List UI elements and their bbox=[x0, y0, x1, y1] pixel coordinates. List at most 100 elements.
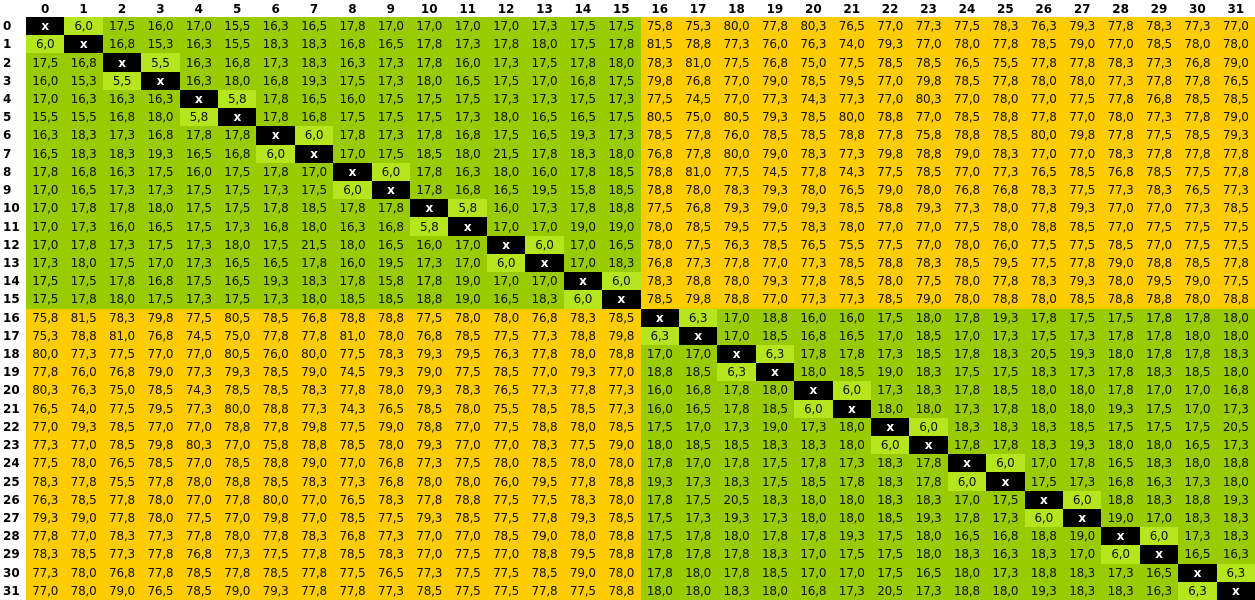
heatmap-cell: 76,8 bbox=[678, 71, 718, 90]
heatmap-cell: 16,8 bbox=[448, 180, 487, 200]
heatmap-cell: 76,8 bbox=[333, 527, 372, 546]
heatmap-cell: 78,0 bbox=[947, 235, 987, 254]
row-label: 12 bbox=[0, 235, 26, 254]
heatmap-cell: 16,5 bbox=[1101, 454, 1140, 473]
heatmap-cell: 77,8 bbox=[256, 527, 295, 546]
heatmap-cell: 18,0 bbox=[832, 490, 871, 509]
heatmap-cell: 18,0 bbox=[448, 144, 487, 163]
heatmap-cell: 79,0 bbox=[141, 363, 180, 382]
heatmap-cell: 78,8 bbox=[947, 126, 987, 145]
heatmap-cell: 78,3 bbox=[1101, 144, 1140, 163]
heatmap-cell: 20,5 bbox=[1216, 417, 1255, 437]
heatmap-cell: 77,0 bbox=[870, 217, 910, 236]
heatmap-cell: 77,3 bbox=[1178, 17, 1217, 36]
heatmap-cell: 17,8 bbox=[256, 89, 295, 109]
heatmap-cell: 77,3 bbox=[832, 290, 871, 309]
heatmap-cell: 78,8 bbox=[1101, 290, 1140, 309]
heatmap-cell: 77,0 bbox=[26, 581, 65, 600]
heatmap-cell: 16,0 bbox=[333, 89, 372, 109]
heatmap-cell: 18,0 bbox=[909, 399, 948, 418]
heatmap-cell: 78,0 bbox=[870, 272, 910, 291]
heatmap-cell: 17,8 bbox=[563, 199, 603, 218]
heatmap-cell: 77,5 bbox=[410, 308, 449, 327]
heatmap-cell: 6,0 bbox=[870, 436, 910, 455]
heatmap-cell: 77,8 bbox=[794, 162, 833, 181]
heatmap-cell: 18,8 bbox=[640, 363, 679, 382]
heatmap-cell: 78,5 bbox=[218, 381, 257, 400]
heatmap-cell: 19,3 bbox=[1024, 581, 1063, 600]
heatmap-cell: 17,3 bbox=[602, 89, 641, 109]
heatmap-cell: 17,3 bbox=[102, 180, 142, 200]
heatmap-cell: 17,5 bbox=[371, 108, 411, 127]
heatmap-cell: 18,3 bbox=[755, 545, 795, 564]
heatmap-cell: 17,3 bbox=[486, 89, 526, 109]
heatmap-cell: 78,3 bbox=[563, 308, 603, 327]
diagonal-cell: x bbox=[755, 363, 795, 382]
heatmap-cell: 17,3 bbox=[102, 126, 142, 145]
heatmap-cell: 17,0 bbox=[525, 217, 564, 236]
heatmap-cell: 77,8 bbox=[1024, 108, 1063, 127]
column-label: 12 bbox=[486, 0, 526, 17]
heatmap-cell: 18,0 bbox=[1178, 326, 1217, 345]
heatmap-cell: 78,5 bbox=[602, 508, 641, 528]
heatmap-cell: 78,0 bbox=[678, 180, 718, 200]
heatmap-cell: 16,3 bbox=[1139, 472, 1179, 491]
heatmap-cell: 78,5 bbox=[486, 363, 526, 382]
heatmap-cell: 76,0 bbox=[256, 344, 295, 364]
heatmap-cell: 74,3 bbox=[333, 399, 372, 418]
heatmap-cell: 77,5 bbox=[1178, 235, 1217, 254]
heatmap-cell: 77,3 bbox=[1178, 199, 1217, 218]
heatmap-cell: 18,3 bbox=[1178, 508, 1217, 528]
heatmap-cell: 17,3 bbox=[525, 199, 564, 218]
heatmap-cell: 77,3 bbox=[410, 454, 449, 473]
heatmap-cell: 18,5 bbox=[832, 363, 871, 382]
heatmap-cell: 18,3 bbox=[986, 344, 1025, 364]
heatmap-cell: 76,5 bbox=[371, 399, 411, 418]
heatmap-cell: 79,5 bbox=[448, 344, 487, 364]
heatmap-cell: 16,3 bbox=[333, 217, 372, 236]
heatmap-cell: 77,8 bbox=[563, 472, 603, 491]
heatmap-cell: 81,5 bbox=[64, 308, 103, 327]
heatmap-cell: 79,0 bbox=[1216, 108, 1255, 127]
heatmap-cell: 16,5 bbox=[141, 217, 180, 236]
heatmap-cell: 19,3 bbox=[640, 472, 679, 491]
row-label: 1 bbox=[0, 35, 26, 54]
heatmap-cell: 78,5 bbox=[102, 417, 142, 437]
heatmap-cell: 17,5 bbox=[294, 180, 334, 200]
heatmap-cell: 16,8 bbox=[1216, 381, 1255, 400]
heatmap-cell: 77,0 bbox=[717, 89, 756, 109]
heatmap-cell: 78,5 bbox=[1178, 89, 1217, 109]
heatmap-cell: 17,0 bbox=[678, 344, 718, 364]
heatmap-cell: 77,5 bbox=[333, 344, 372, 364]
heatmap-cell: 16,8 bbox=[141, 126, 180, 145]
heatmap-cell: 16,8 bbox=[64, 53, 103, 72]
heatmap-cell: 78,0 bbox=[218, 527, 257, 546]
column-label: 7 bbox=[294, 0, 334, 17]
heatmap-cell: 16,5 bbox=[602, 235, 641, 254]
heatmap-cell: 17,3 bbox=[678, 472, 718, 491]
column-label: 25 bbox=[986, 0, 1025, 17]
heatmap-cell: 79,0 bbox=[1178, 272, 1217, 291]
heatmap-cell: 79,8 bbox=[141, 436, 180, 455]
row-label: 28 bbox=[0, 527, 26, 546]
heatmap-cell: 78,5 bbox=[986, 126, 1025, 145]
heatmap-cell: 77,5 bbox=[1139, 126, 1179, 145]
heatmap-cell: 18,3 bbox=[717, 472, 756, 491]
heatmap-cell: 77,8 bbox=[563, 381, 603, 400]
heatmap-cell: 78,0 bbox=[717, 272, 756, 291]
heatmap-cell: 17,3 bbox=[986, 508, 1025, 528]
diagonal-cell: x bbox=[870, 417, 910, 437]
heatmap-cell: 77,0 bbox=[1101, 199, 1140, 218]
heatmap-cell: 18,0 bbox=[1216, 472, 1255, 491]
heatmap-cell: 17,5 bbox=[179, 180, 219, 200]
heatmap-cell: 16,8 bbox=[256, 217, 295, 236]
heatmap-cell: 77,0 bbox=[333, 454, 372, 473]
heatmap-cell: 19,3 bbox=[1101, 399, 1140, 418]
heatmap-cell: 77,8 bbox=[525, 581, 564, 600]
heatmap-cell: 16,5 bbox=[1139, 563, 1179, 582]
heatmap-cell: 75,8 bbox=[640, 17, 679, 36]
heatmap-cell: 80,0 bbox=[832, 108, 871, 127]
heatmap-cell: 77,8 bbox=[755, 17, 795, 36]
heatmap-cell: 6,0 bbox=[256, 144, 295, 163]
heatmap-cell: 17,0 bbox=[794, 545, 833, 564]
